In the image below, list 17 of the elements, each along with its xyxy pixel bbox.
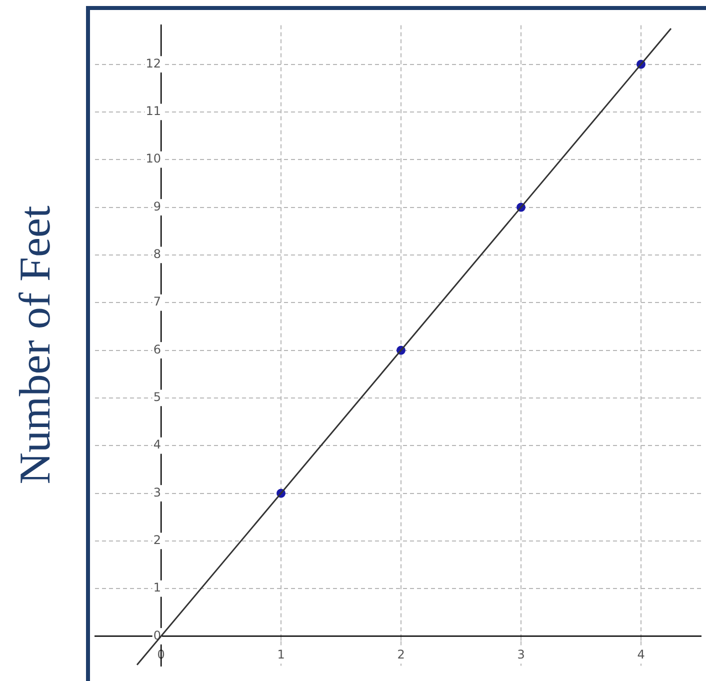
y-tick-label: 12 [146, 56, 161, 70]
y-tick-label: 1 [153, 580, 161, 595]
y-tick-label: 4 [153, 438, 161, 452]
y-tick-label: 8 [153, 247, 161, 262]
x-tick-label: 2 [397, 648, 405, 662]
y-tick-label: 5 [153, 390, 161, 404]
x-tick-label: 3 [517, 648, 525, 662]
y-axis-title: Number of Feet [10, 206, 60, 484]
y-tick-label: 7 [153, 294, 161, 309]
y-tick-label: 2 [153, 533, 161, 548]
y-tick-label: 6 [153, 342, 161, 356]
x-tick-label: 1 [277, 648, 285, 662]
x-tick-label: 4 [637, 648, 645, 662]
y-tick-label: 10 [146, 152, 161, 166]
y-tick-label: 11 [146, 104, 161, 118]
y-tick-label: 9 [153, 199, 161, 214]
y-tick-label: 3 [153, 485, 161, 500]
